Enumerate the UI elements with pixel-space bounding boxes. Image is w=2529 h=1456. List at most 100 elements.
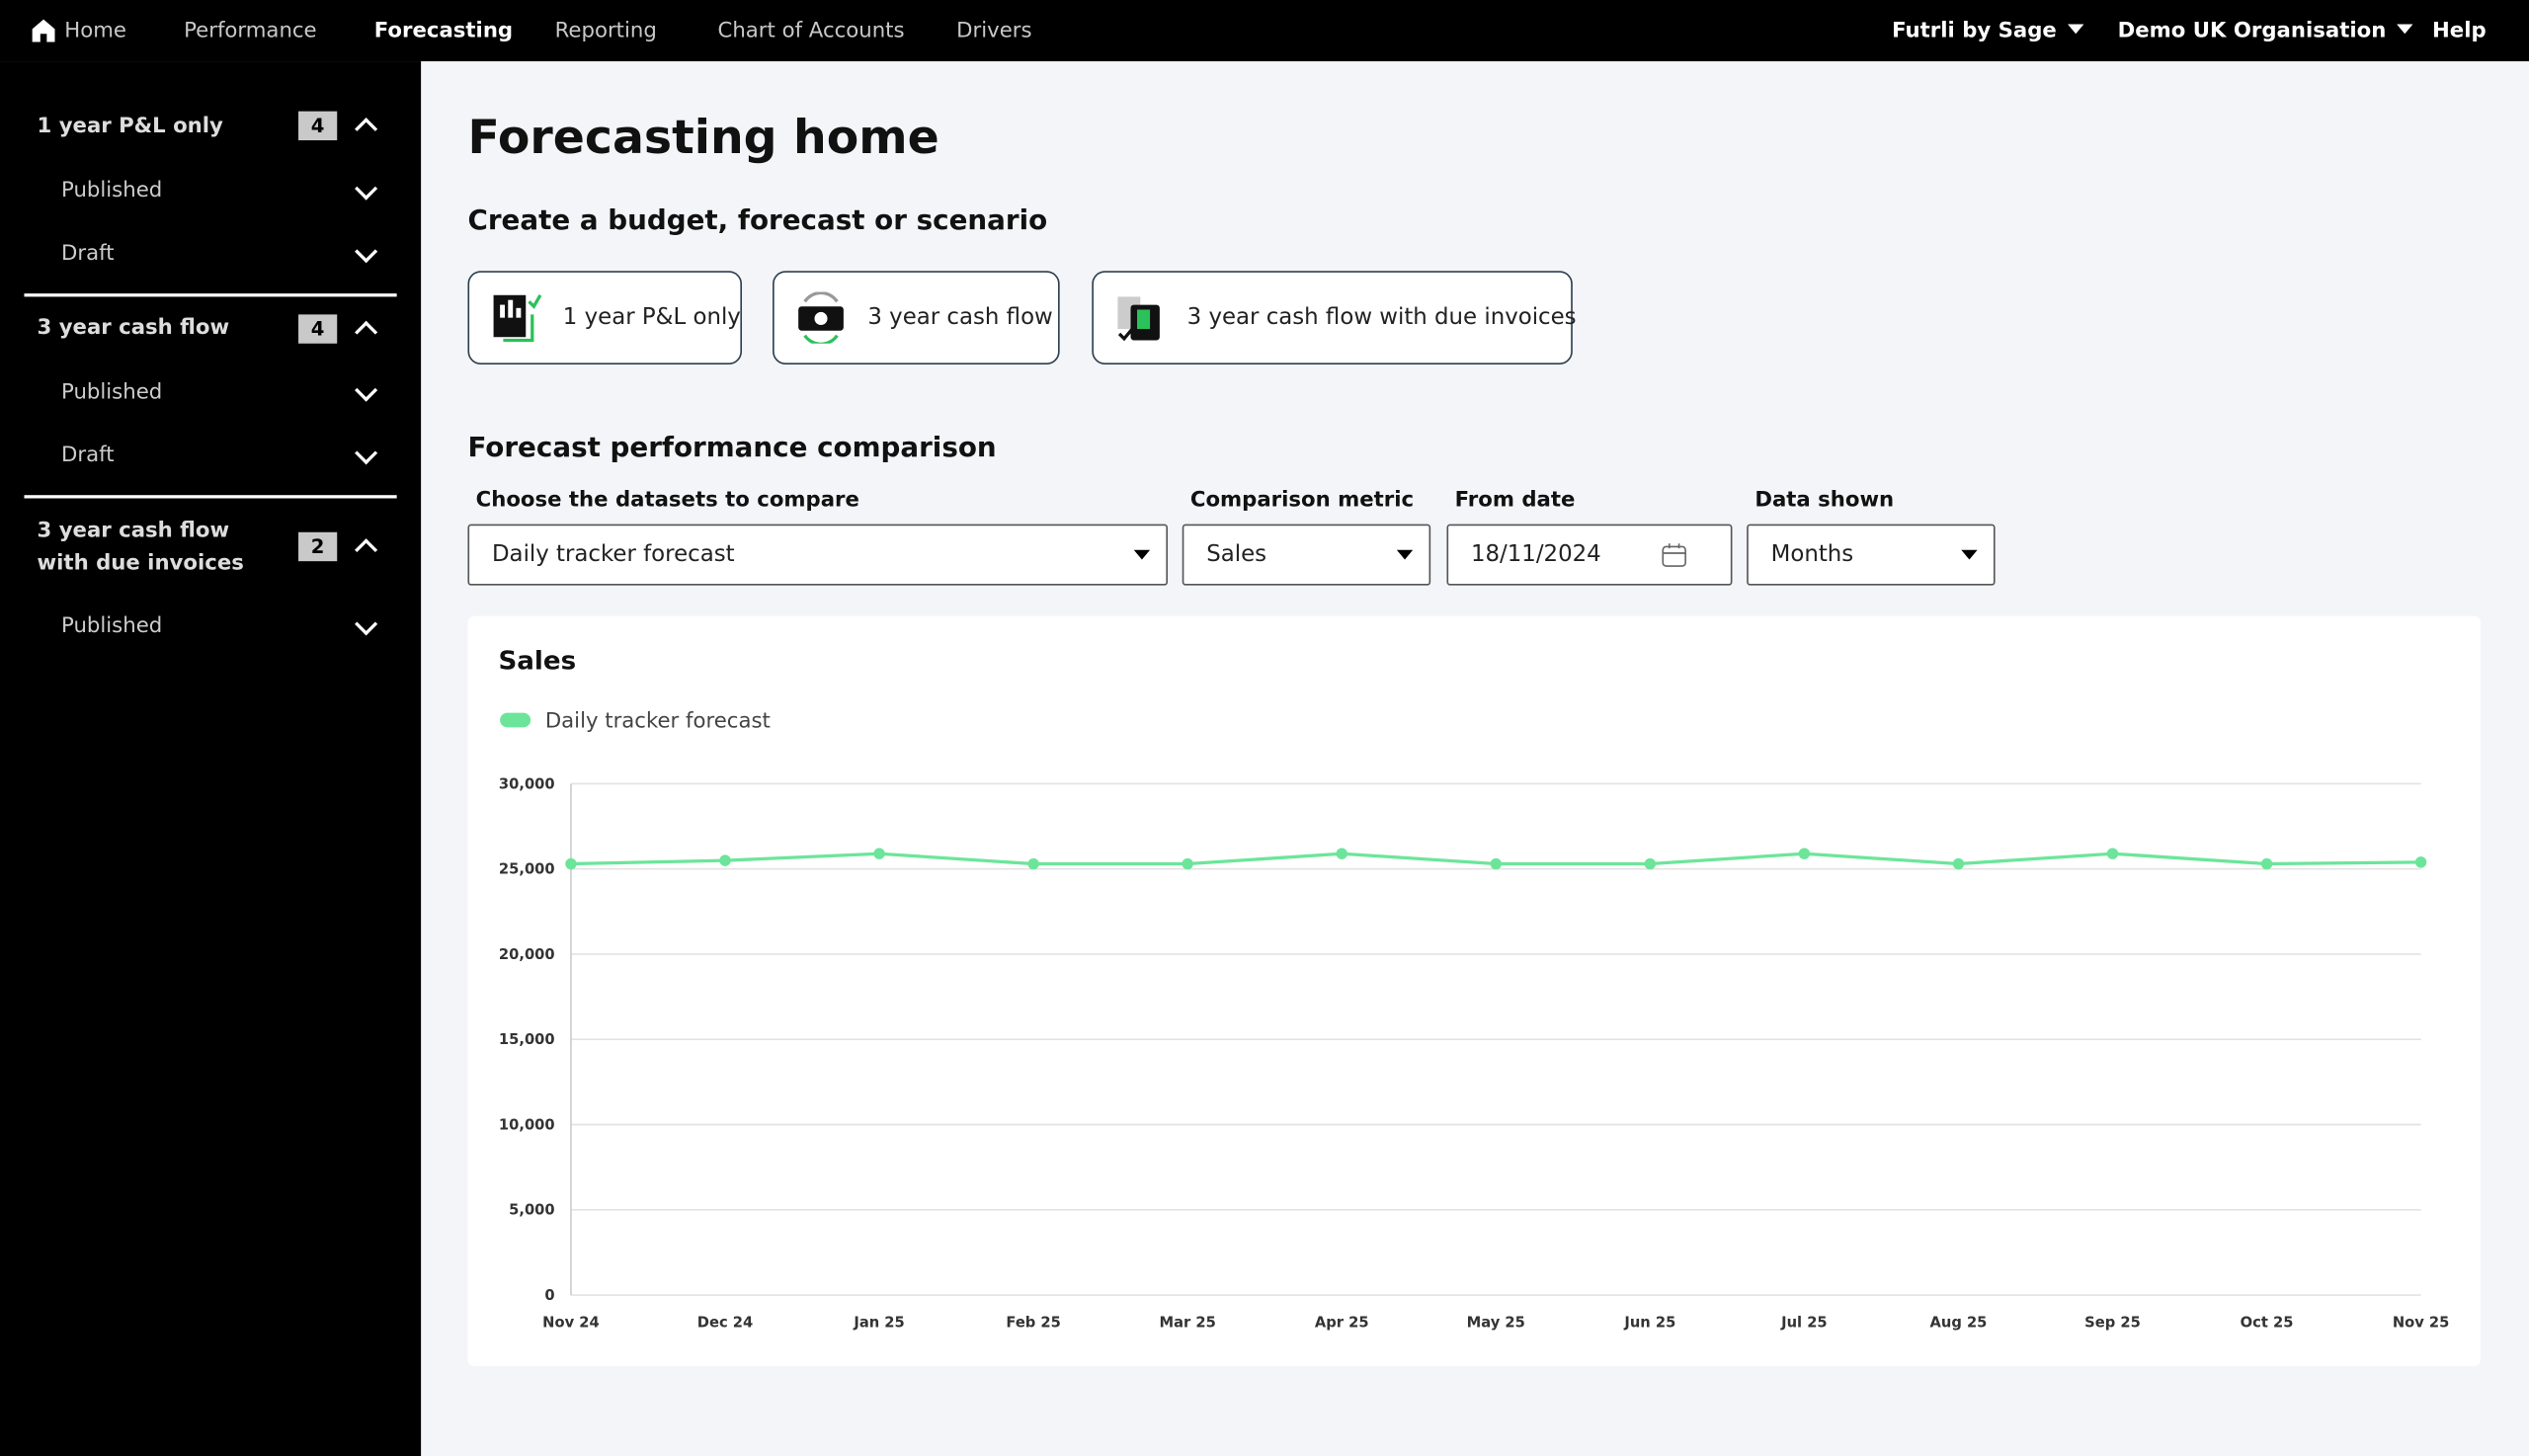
calendar-icon[interactable] (1662, 542, 1687, 568)
y-tick-label: 30,000 (499, 775, 555, 792)
x-tick-label: Sep 25 (2084, 1315, 2141, 1332)
x-tick-label: May 25 (1467, 1315, 1525, 1332)
card-icon (1117, 296, 1160, 342)
y-tick-label: 15,000 (499, 1031, 555, 1048)
card-icon (493, 293, 542, 343)
nav-link[interactable]: Reporting (554, 19, 657, 44)
group-title[interactable]: 3 year cash flow (37, 315, 230, 341)
dropdown-value: Daily tracker forecast (491, 541, 735, 568)
nav-menu[interactable]: Help (2432, 19, 2487, 44)
filter-label: Choose the datasets to compare (475, 488, 859, 514)
group-title[interactable]: 1 year P&L only (37, 114, 223, 139)
chevron[interactable] (355, 320, 378, 344)
card-label: 3 year cash flow with due invoices (1186, 304, 1577, 331)
x-tick-label: Aug 25 (1930, 1315, 1988, 1332)
card-icon (798, 291, 844, 344)
top-nav: Home Performance Forecasting Reporting C… (0, 0, 2529, 62)
y-tick-label: 25,000 (499, 861, 555, 878)
x-tick-label: Jul 25 (1780, 1315, 1828, 1332)
data-point (1336, 848, 1347, 859)
x-tick-label: Dec 24 (697, 1315, 753, 1332)
create-card[interactable]: 3 year cash flow with due invoices (1092, 271, 1577, 364)
group-item[interactable]: Draft (61, 241, 115, 267)
data-point (1798, 848, 1811, 859)
x-tick-label: Mar 25 (1160, 1315, 1216, 1332)
y-tick-label: 5,000 (509, 1202, 554, 1219)
nav-link[interactable]: Forecasting (373, 19, 514, 44)
count-badge: 4 (298, 314, 338, 344)
section-heading: Forecast performance comparison (467, 432, 997, 465)
chevron[interactable] (355, 538, 378, 562)
create-card[interactable]: 1 year P&L only (467, 271, 743, 364)
nav-menu[interactable]: Demo UK Organisation (2117, 19, 2414, 44)
home-icon (32, 19, 55, 42)
chart: Sales 0 5,000 10,000 15,000 20,000 25,000 30,0… (498, 647, 2450, 1332)
data-point (2414, 856, 2427, 868)
data-point (565, 857, 577, 870)
chevron[interactable] (355, 118, 378, 141)
chevron[interactable] (355, 612, 378, 636)
dropdown[interactable]: Months (1747, 524, 1996, 586)
page-title: Forecasting home (467, 110, 939, 165)
count-badge: 2 (298, 531, 338, 562)
data-point (873, 848, 885, 859)
chevron[interactable] (355, 378, 378, 402)
nav-link[interactable]: Chart of Accounts (717, 19, 905, 44)
date-input[interactable]: 18/11/2024 (1446, 524, 1733, 586)
section-heading: Create a budget, forecast or scenario (467, 204, 1048, 237)
nav-menu[interactable]: Futrli by Sage (1892, 19, 2084, 44)
x-tick-label: Jan 25 (853, 1315, 904, 1332)
x-tick-label: Jun 25 (1623, 1315, 1675, 1332)
y-tick-label: 20,000 (499, 946, 555, 963)
data-point (1644, 857, 1657, 870)
data-point (1490, 857, 1502, 870)
card-label: 1 year P&L only (562, 304, 741, 331)
dropdown-value: Sales (1206, 541, 1267, 568)
data-point (719, 854, 731, 866)
dropdown[interactable]: Sales (1182, 524, 1431, 586)
group-item[interactable]: Published (61, 179, 163, 203)
chart-title: Sales (498, 647, 576, 677)
date-value: 18/11/2024 (1470, 541, 1601, 568)
group-item[interactable]: Published (61, 614, 163, 639)
data-point (1952, 857, 1965, 870)
group-item[interactable]: Draft (61, 443, 115, 468)
nav-link[interactable]: Drivers (956, 19, 1032, 44)
y-tick-label: 10,000 (499, 1116, 555, 1133)
x-tick-label: Apr 25 (1315, 1315, 1369, 1332)
dropdown-value: Months (1770, 541, 1854, 568)
x-tick-label: Nov 25 (2393, 1315, 2450, 1332)
separator (24, 495, 397, 499)
nav-link[interactable]: Performance (184, 19, 317, 44)
chevron[interactable] (355, 177, 378, 201)
filter-label: From date (1454, 488, 1576, 514)
chart-card: Sales 0 5,000 10,000 15,000 20,000 25,000 30,0… (467, 615, 2482, 1366)
legend-label: Daily tracker forecast (545, 708, 771, 733)
dropdown[interactable]: Daily tracker forecast (467, 524, 1169, 586)
chevron[interactable] (355, 240, 378, 264)
group-item[interactable]: Published (61, 380, 163, 405)
chevron[interactable] (355, 442, 378, 465)
menu-label: Demo UK Organisation (2117, 19, 2387, 44)
y-tick-label: 0 (544, 1287, 554, 1304)
count-badge: 4 (298, 111, 338, 141)
legend-swatch (500, 712, 531, 728)
separator (24, 293, 397, 297)
data-point (2106, 848, 2119, 859)
create-card[interactable]: 3 year cash flow (773, 271, 1060, 364)
group-title[interactable]: 3 year cash flow with due invoices (37, 519, 244, 576)
menu-label: Futrli by Sage (1892, 19, 2057, 44)
x-tick-label: Oct 25 (2241, 1315, 2294, 1332)
data-point (1182, 857, 1193, 870)
x-tick-label: Feb 25 (1006, 1315, 1060, 1332)
x-tick-label: Nov 24 (542, 1315, 600, 1332)
filter-label: Data shown (1754, 488, 1895, 514)
nav-link[interactable]: Home (64, 19, 126, 44)
card-label: 3 year cash flow (867, 304, 1053, 331)
filter-label: Comparison metric (1189, 488, 1415, 514)
data-point (2260, 857, 2273, 870)
sidebar: 1 year P&L only 4 Published Draft 3 year… (0, 61, 422, 1456)
data-point (1027, 857, 1039, 870)
